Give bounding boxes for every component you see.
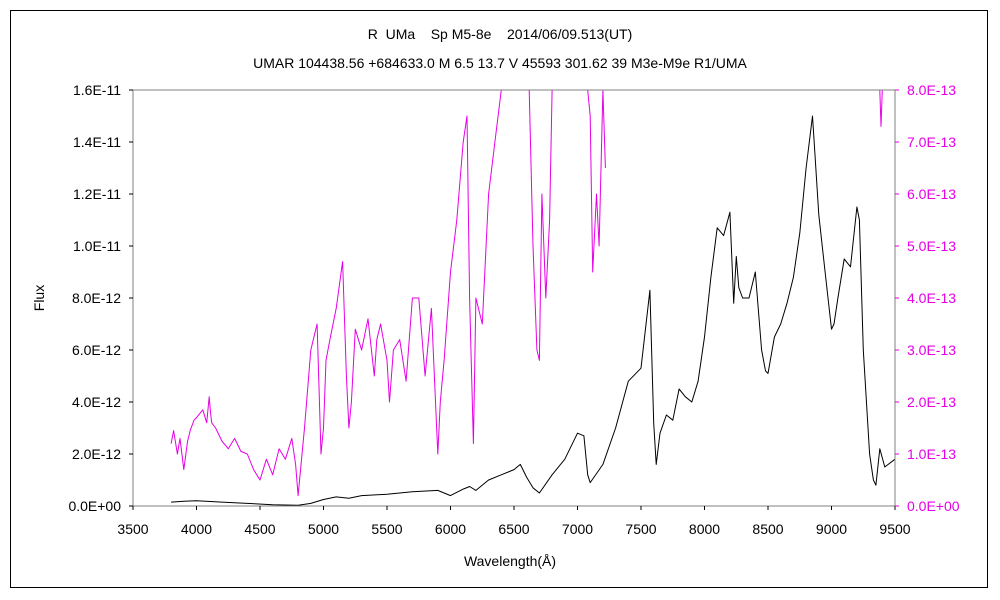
plot-area — [132, 89, 896, 507]
y-tick-label: 1.0E-11 — [73, 238, 121, 254]
x-tick-label: 9500 — [879, 521, 910, 537]
y2-tick-label: 0.0E+00 — [907, 498, 960, 514]
x-tick-label: 3500 — [117, 521, 148, 537]
x-tick-label: 4000 — [181, 521, 212, 537]
x-tick-label: 6000 — [435, 521, 466, 537]
y-tick-label: 1.4E-11 — [73, 134, 121, 150]
y-tick-label: 0.0E+00 — [68, 498, 121, 514]
x-tick-label: 7500 — [625, 521, 656, 537]
x-tick-label: 8500 — [752, 521, 783, 537]
x-tick-label: 7000 — [562, 521, 593, 537]
y2-tick-label: 6.0E-13 — [907, 186, 956, 202]
series-line-3 — [879, 89, 883, 127]
y2-tick-label: 5.0E-13 — [907, 238, 956, 254]
x-tick-label: 5000 — [308, 521, 339, 537]
series-line-1 — [171, 115, 896, 506]
x-tick-label: 5500 — [371, 521, 402, 537]
y2-tick-label: 7.0E-13 — [907, 134, 956, 150]
y-tick-label: 1.6E-11 — [73, 82, 121, 98]
y2-tick-label: 2.0E-13 — [907, 394, 956, 410]
x-axis-label: Wavelength(Å) — [464, 553, 556, 569]
y2-tick-label: 8.0E-13 — [907, 82, 956, 98]
x-tick-label: 9000 — [816, 521, 847, 537]
y2-tick-label: 4.0E-13 — [907, 290, 956, 306]
y-tick-label: 4.0E-12 — [72, 394, 121, 410]
x-tick-label: 6500 — [498, 521, 529, 537]
y2-tick-label: 3.0E-13 — [907, 342, 956, 358]
y-tick-label: 8.0E-12 — [72, 290, 121, 306]
x-tick-label: 4500 — [244, 521, 275, 537]
x-tick-label: 8000 — [689, 521, 720, 537]
series-line-2 — [170, 89, 606, 497]
y-tick-label: 1.2E-11 — [73, 186, 121, 202]
y-tick-label: 6.0E-12 — [72, 342, 121, 358]
chart-title: R UMa Sp M5-8e 2014/06/09.513(UT) — [367, 26, 633, 42]
y2-tick-label: 1.0E-13 — [907, 446, 956, 462]
y-tick-label: 2.0E-12 — [72, 446, 121, 462]
y-axis-label: Flux — [31, 285, 47, 311]
chart-subtitle: UMAR 104438.56 +684633.0 M 6.5 13.7 V 45… — [253, 55, 747, 71]
